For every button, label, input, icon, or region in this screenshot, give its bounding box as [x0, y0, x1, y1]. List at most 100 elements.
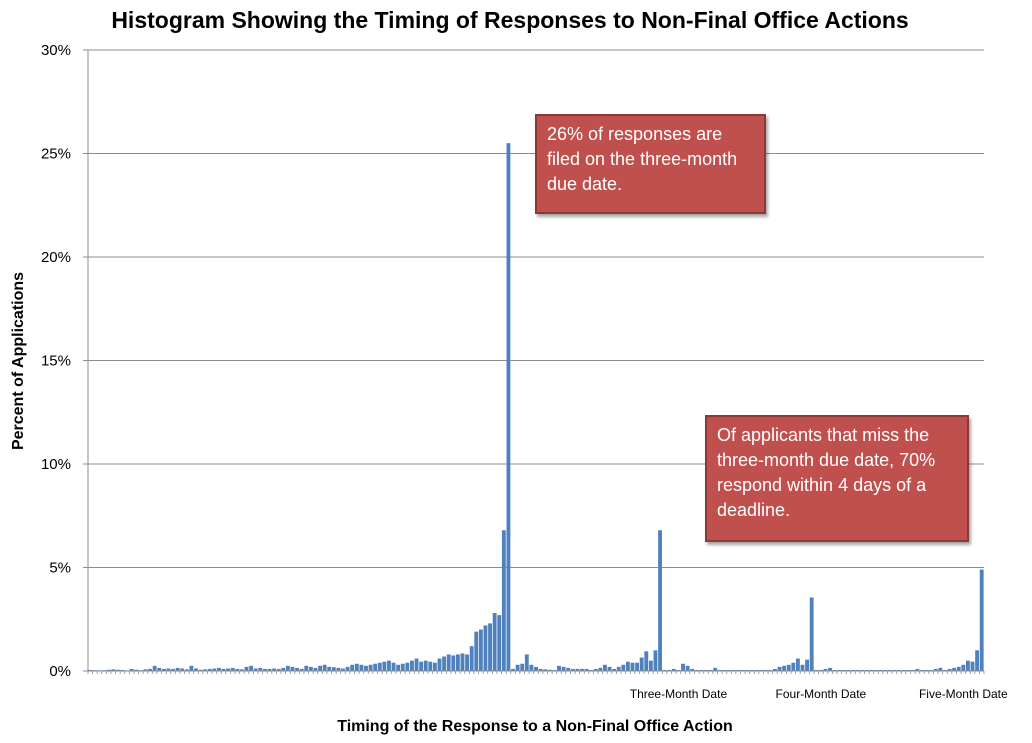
histogram-bar: [272, 668, 277, 671]
y-tick-label: 15%: [41, 353, 71, 370]
histogram-bar: [262, 668, 267, 671]
histogram-bar: [846, 669, 851, 671]
histogram-bar: [442, 656, 447, 671]
histogram-bar: [754, 669, 759, 671]
histogram-bar: [648, 660, 653, 671]
histogram-bar: [965, 660, 970, 671]
histogram-bar: [419, 661, 424, 671]
histogram-bar: [814, 669, 819, 671]
histogram-bar: [198, 669, 203, 671]
histogram-bar: [938, 667, 943, 671]
histogram-bar: [625, 661, 630, 671]
histogram-bar: [538, 668, 543, 671]
histogram-bar: [111, 669, 116, 671]
histogram-bar: [713, 667, 718, 671]
histogram-bar: [704, 669, 708, 671]
histogram-bar: [304, 665, 309, 671]
histogram-bar: [414, 658, 419, 671]
x-category-label: Five-Month Date: [919, 687, 1008, 701]
histogram-bar: [478, 629, 483, 671]
histogram-bar: [580, 668, 584, 671]
annotation-missed-deadline-callout: Of applicants that miss the three-month …: [705, 415, 969, 542]
histogram-bar: [644, 651, 649, 671]
histogram-bar: [561, 666, 566, 671]
histogram-bar: [717, 669, 722, 671]
histogram-bar: [258, 667, 263, 671]
histogram-bar: [506, 143, 511, 671]
histogram-bar: [396, 664, 401, 671]
histogram-bar: [791, 662, 796, 671]
y-tick-label: 10%: [41, 456, 71, 473]
y-tick-label: 5%: [49, 560, 71, 577]
histogram-bar: [731, 669, 736, 671]
histogram-bar: [171, 668, 175, 671]
histogram-bar: [492, 613, 497, 671]
histogram-bar: [244, 666, 249, 671]
histogram-bar: [382, 661, 387, 671]
histogram-bar: [662, 669, 667, 671]
histogram-bar: [543, 669, 548, 671]
histogram-bar: [575, 668, 580, 671]
histogram-bar: [547, 669, 552, 671]
histogram-bar: [488, 623, 492, 671]
histogram-bar: [129, 668, 134, 671]
histogram-bar: [184, 669, 189, 671]
histogram-bar: [552, 669, 557, 671]
histogram-bar: [387, 660, 391, 671]
histogram-bar: [970, 661, 975, 671]
histogram-bar: [740, 669, 745, 671]
histogram-bar: [460, 653, 465, 671]
histogram-bar: [557, 665, 561, 671]
histogram-bar: [106, 669, 111, 671]
histogram-bar: [924, 669, 929, 671]
histogram-bar: [759, 669, 764, 671]
histogram-bar: [584, 668, 589, 671]
histogram-bar: [157, 667, 162, 671]
x-category-label: Four-Month Date: [776, 687, 867, 701]
histogram-bar: [694, 669, 699, 671]
histogram-bar: [736, 669, 741, 671]
histogram-bar: [745, 669, 750, 671]
histogram-bar: [267, 668, 272, 671]
histogram-bar: [529, 664, 534, 671]
histogram-bar: [377, 662, 382, 671]
histogram-bar: [952, 667, 957, 671]
histogram-bar: [520, 663, 525, 671]
histogram-bar: [887, 669, 892, 671]
y-tick-labels: 0% 5% 10% 15% 20% 25% 30%: [41, 42, 71, 680]
histogram-bar: [161, 668, 166, 671]
y-tick-label: 0%: [49, 663, 71, 680]
histogram-bar: [837, 669, 842, 671]
histogram-bar: [345, 666, 350, 671]
histogram-bar: [221, 668, 226, 671]
histogram-bar: [350, 664, 355, 671]
histogram-bar: [855, 669, 860, 671]
histogram-bar: [851, 669, 855, 671]
histogram-bar: [115, 669, 120, 671]
y-tick-label: 30%: [41, 42, 71, 59]
histogram-bar: [203, 669, 208, 671]
histogram-bar: [915, 668, 920, 671]
histogram-bar: [795, 658, 800, 671]
histogram-bar: [331, 667, 336, 671]
histogram-bar: [607, 666, 612, 671]
histogram-bar: [897, 669, 901, 671]
y-tick-label: 20%: [41, 249, 71, 266]
histogram-bar: [901, 669, 906, 671]
histogram-bar: [276, 668, 281, 671]
histogram-bar: [786, 664, 791, 671]
histogram-bar: [455, 654, 460, 671]
x-category-labels: Three-Month Date Four-Month Date Five-Mont…: [630, 687, 1008, 701]
histogram-bar: [239, 669, 244, 671]
histogram-bar: [589, 669, 594, 671]
histogram-bar: [823, 668, 828, 671]
histogram-bar: [956, 666, 961, 671]
histogram-bar: [180, 668, 185, 671]
histogram-bar: [299, 668, 304, 671]
histogram-bar: [410, 660, 414, 671]
histogram-bar: [860, 669, 865, 671]
histogram-bar: [152, 665, 157, 671]
histogram-bar: [841, 669, 846, 671]
histogram-bar: [818, 669, 823, 671]
